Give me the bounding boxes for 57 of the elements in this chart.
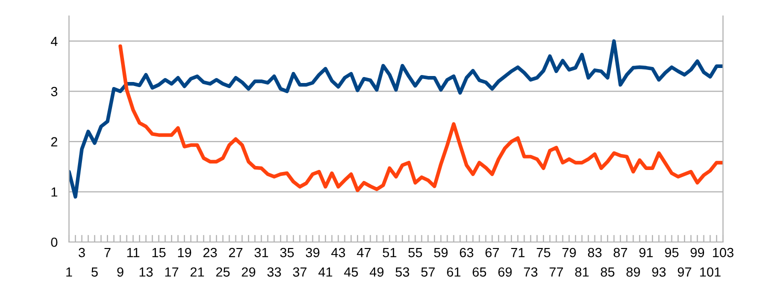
x-tick-label: 27 [229,248,242,258]
x-tick-label: 93 [652,267,666,277]
x-tick-label: 25 [216,267,230,277]
x-tick-label: 83 [588,248,602,258]
x-tick-label: 7 [104,248,110,258]
y-tick-label: 4 [50,36,58,46]
x-tick-label: 73 [524,267,538,277]
x-tick-label: 49 [370,267,384,277]
x-tick-label: 61 [447,267,460,277]
x-tick-label: 95 [664,248,678,258]
x-tick-label: 37 [292,267,306,277]
x-tick-label: 47 [356,248,371,258]
x-tick-label: 13 [140,267,153,277]
x-tick-label: 1 [66,267,72,277]
x-tick-label: 89 [626,267,640,277]
x-tick-label: 3 [78,248,85,258]
x-tick-label: 99 [690,248,704,258]
y-tick-label: 0 [51,238,58,247]
x-tick-label: 69 [498,267,512,277]
x-tick-label: 21 [190,267,204,277]
x-tick-label: 17 [165,267,178,277]
x-tick-label: 79 [562,248,576,258]
x-tick-label: 5 [92,267,98,277]
x-tick-label: 57 [421,267,435,277]
x-tick-label: 35 [280,248,294,258]
x-tick-label: 43 [331,248,346,258]
x-tick-label: 77 [550,267,563,277]
x-tick-label: 67 [486,248,499,258]
x-tick-label: 71 [511,248,525,258]
x-tick-label: 31 [254,248,268,258]
x-tick-label: 91 [639,248,653,258]
x-tick-label: 45 [344,267,358,277]
x-tick-label: 63 [460,248,474,258]
x-tick-label: 81 [575,267,589,277]
x-tick-label: 15 [152,248,166,258]
x-tick-label: 85 [600,267,614,277]
x-tick-label: 97 [678,267,692,277]
y-tick-label: 2 [51,137,58,146]
x-tick-label: 33 [267,267,281,277]
x-tick-label: 11 [127,248,140,258]
y-tick-label: 3 [51,86,58,96]
x-tick-label: 75 [536,248,550,258]
x-tick-label: 101 [700,267,721,277]
x-tick-label: 87 [614,248,628,258]
x-tick-label: 53 [396,267,410,277]
x-tick-label: 41 [318,267,332,277]
y-tick-label: 1 [52,187,58,197]
x-tick-label: 23 [203,248,217,258]
x-tick-label: 65 [472,267,486,277]
x-tick-label: 59 [434,248,448,258]
x-tick-label: 103 [713,248,734,258]
x-tick-label: 51 [382,248,396,258]
x-tick-label: 19 [178,248,192,258]
x-tick-label: 9 [117,267,124,277]
x-tick-label: 29 [242,267,256,277]
x-tick-label: 39 [306,248,320,258]
x-tick-label: 55 [408,248,422,258]
